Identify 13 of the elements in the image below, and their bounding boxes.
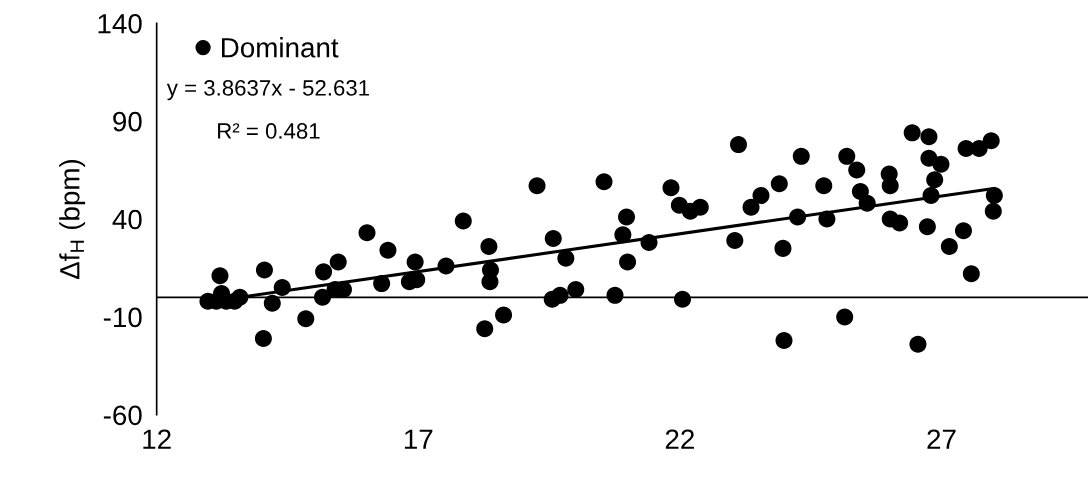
annotation: y = 3.8637x - 52.631 <box>166 80 369 101</box>
x-tick-label: 17 <box>404 429 433 449</box>
x-tick-label: 12 <box>143 429 171 449</box>
annotation: R² = 0.481 <box>218 123 320 139</box>
y-tick-label: 90 <box>113 111 142 132</box>
x-tick-label: 27 <box>927 429 956 449</box>
y-tick-label: -10 <box>103 307 142 328</box>
y-tick-label: 40 <box>112 209 142 230</box>
legend-label: Dominant <box>222 37 339 58</box>
x-tick-label: 22 <box>665 429 694 449</box>
y-axis-title: Δf$_{H}$ (bpm) <box>59 159 86 280</box>
y-tick-label: -60 <box>103 405 142 426</box>
y-tick-label: 140 <box>98 13 142 34</box>
